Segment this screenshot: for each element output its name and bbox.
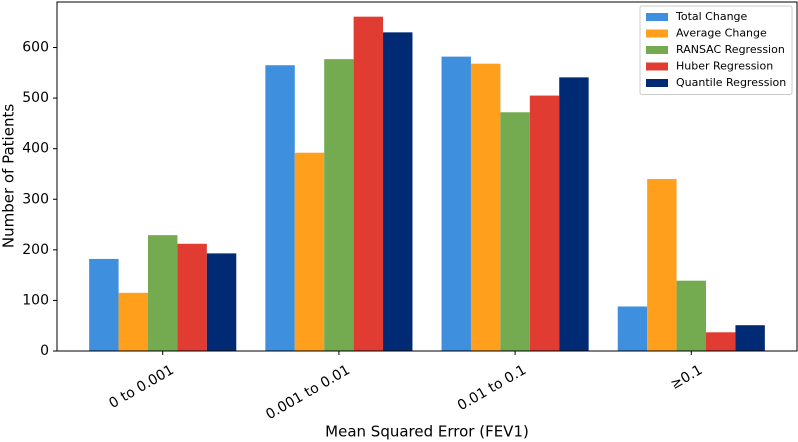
x-tick-label: 0.001 to 0.01 [263, 362, 353, 423]
bar [470, 63, 501, 351]
bar [441, 56, 471, 351]
legend-label: Quantile Regression [676, 76, 786, 89]
bar [89, 258, 119, 351]
legend-swatch [646, 79, 668, 87]
legend-frame [639, 5, 793, 95]
y-tick-label: 200 [22, 242, 49, 258]
plot-frame [56, 1, 798, 352]
bar [148, 235, 178, 351]
bar [559, 77, 589, 351]
y-tick-label: 300 [22, 191, 49, 207]
bar [500, 112, 530, 352]
legend-swatch [646, 62, 668, 71]
bar [324, 59, 354, 352]
x-tick-label: ≥0.1 [668, 362, 705, 393]
bar [294, 152, 325, 351]
legend-label: RANSAC Regression [676, 43, 785, 56]
bar [118, 292, 149, 351]
bar [265, 65, 295, 351]
bar [383, 32, 413, 351]
y-tick-label: 500 [22, 90, 49, 106]
y-tick-label: 100 [22, 292, 49, 308]
x-axis-label: Mean Squared Error (FEV1) [325, 423, 529, 441]
x-tick-label: 0.01 to 0.1 [455, 362, 529, 414]
legend-label: Total Change [675, 10, 748, 23]
bar [353, 16, 384, 351]
bar [705, 332, 736, 351]
legend: Total Change Average Change RANSAC Regress… [639, 5, 793, 95]
y-tick-label: 600 [22, 40, 49, 56]
legend-swatch [646, 13, 668, 21]
legend-swatch [646, 46, 668, 54]
bar [676, 280, 706, 351]
bar [617, 306, 648, 351]
x-tick-label: 0 to 0.001 [106, 362, 176, 412]
bar [529, 95, 560, 351]
y-tick-label: 400 [22, 141, 49, 157]
legend-label: Average Change [676, 27, 767, 40]
y-axis-label: Number of Patients [0, 104, 18, 248]
y-tick-label: 0 [40, 343, 49, 359]
bar [647, 179, 677, 351]
legend-label: Huber Regression [676, 60, 773, 73]
bar [206, 253, 237, 351]
bar [177, 243, 207, 351]
legend-swatch [646, 29, 668, 38]
bar [735, 325, 765, 351]
